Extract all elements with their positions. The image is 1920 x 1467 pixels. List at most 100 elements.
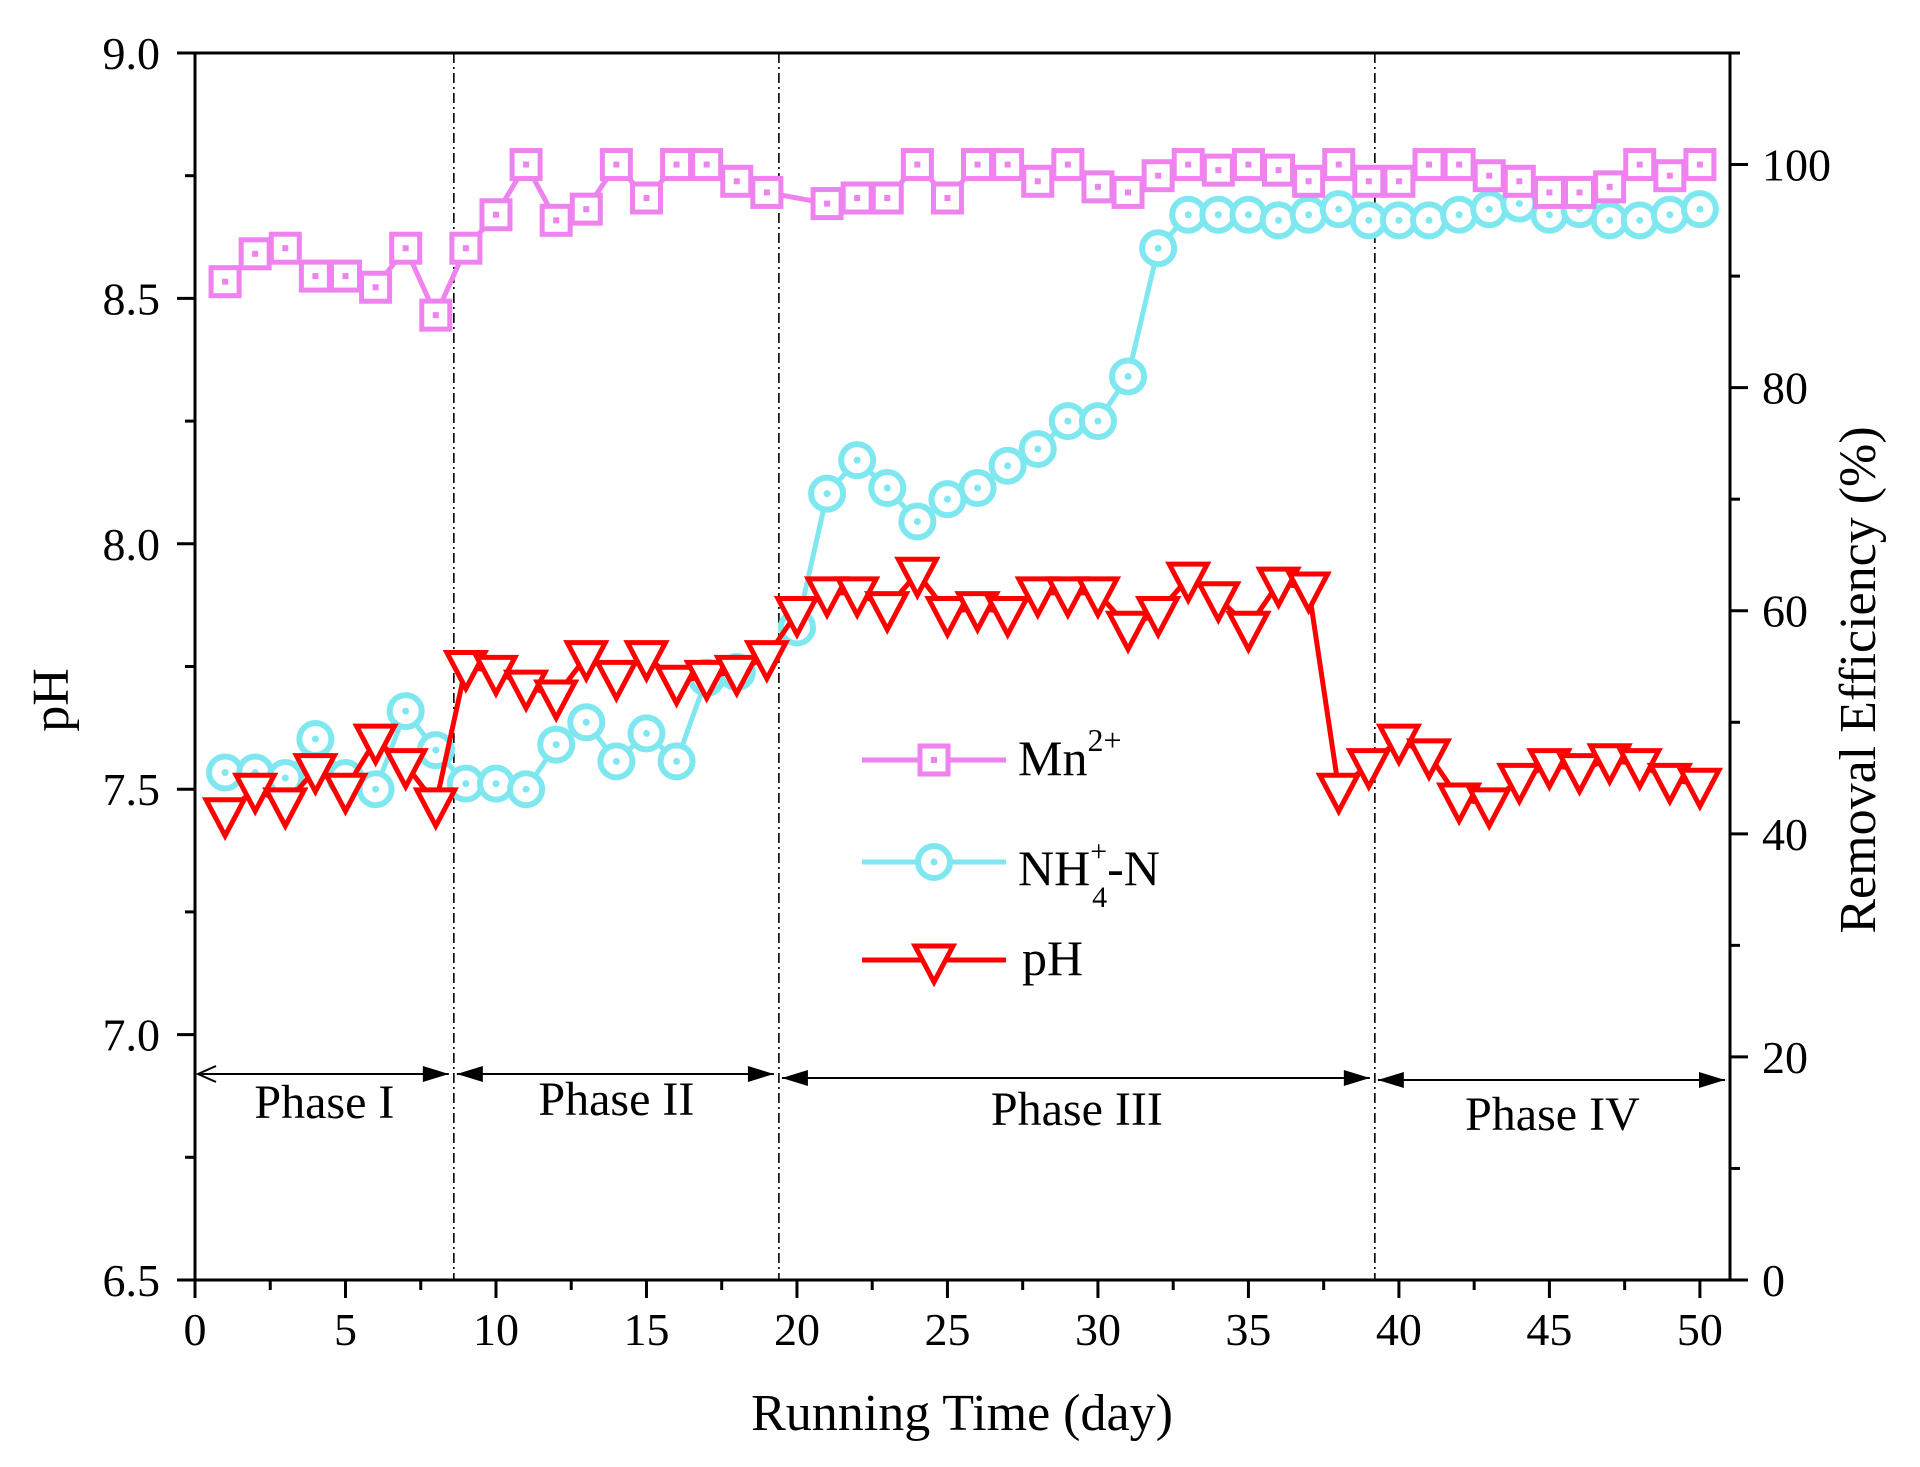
data-point-dot [281,774,289,782]
legend-mn-base: Mn [1018,730,1087,786]
data-point [1352,164,1386,198]
data-point [593,659,640,704]
data-point-dot [1546,189,1553,196]
data-point-dot [462,780,470,788]
data-point-dot [1064,161,1071,168]
data-point [1676,767,1724,812]
data-point-dot [252,250,259,257]
legend-label-ph: pH [1022,930,1083,986]
data-point [1014,576,1061,621]
axis-ticks [177,51,1748,1298]
legend-nh4-suffix: -N [1107,840,1160,896]
data-point [773,596,821,640]
data-point-dot [673,161,680,168]
data-point-dot [1244,211,1252,219]
x-tick-label: 15 [623,1304,669,1355]
data-point [1195,581,1242,626]
data-point [713,654,760,699]
data-point [449,231,483,265]
phase-arrow-head [1699,1072,1725,1088]
data-point [262,787,309,832]
data-point-dot [1606,216,1614,224]
phase-arrow-head [422,1066,449,1082]
data-point-dot [1034,445,1042,453]
legend: Mn2+ NH+ 4-N pH [862,722,1160,988]
data-point [442,650,490,694]
data-point [984,596,1031,640]
data-point [1285,571,1332,616]
data-point-dot [552,741,560,749]
series-triangle-down [201,556,1724,842]
phase-arrows [195,1065,1725,1088]
y-right-tick-label: 100 [1762,140,1831,191]
data-point-dot [222,278,229,285]
data-point-dot [282,245,289,252]
data-point-dot [1456,161,1463,168]
data-point-dot [1696,205,1704,213]
series-layer [201,148,1724,842]
data-point-dot [1455,211,1463,219]
data-point-dot [1275,167,1282,174]
data-point [803,576,851,621]
data-point [653,664,700,709]
data-point [623,640,670,685]
data-point-dot [1636,216,1644,224]
data-point [1405,738,1453,783]
legend-label-nh4: NH+ 4-N [1018,835,1160,914]
data-point-dot [432,312,439,319]
x-axis-title: Running Time (day) [751,1385,1173,1442]
data-point [683,659,730,704]
data-point-dot [642,729,650,737]
data-point [509,148,543,182]
y-left-tick-label: 6.5 [103,1255,161,1306]
data-point-dot [1606,183,1613,190]
phase-arrow-head [1343,1070,1370,1086]
data-point [1044,576,1091,621]
data-point [1382,164,1416,198]
x-tick-label: 5 [334,1304,357,1355]
legend-mn-sup: 2+ [1087,722,1121,758]
data-point-dot [824,200,831,207]
data-point-dot [1395,216,1403,224]
data-point-dot [1305,178,1312,185]
data-point-dot [1245,161,1252,168]
data-point-dot [1004,462,1012,470]
data-point-dot [703,161,710,168]
y-right-axis-title: Removal Efficiency (%) [1830,426,1887,933]
y-left-axis-title: pH [23,668,80,732]
data-point-dot [1486,172,1493,179]
data-point [1646,762,1693,807]
data-point [1021,164,1055,198]
data-point-dot [913,517,921,525]
data-point-dot [1155,172,1162,179]
y-left-tick-label: 7.0 [103,1010,161,1061]
legend-marker-dot [930,858,938,866]
phase-labels: Phase I Phase II Phase III Phase IV [254,1073,1640,1141]
data-point [322,772,369,817]
data-point-dot [1426,161,1433,168]
data-point-dot [1125,189,1132,196]
legend-nh4-sub: 4 [1092,881,1107,914]
x-tick-label: 25 [924,1304,970,1355]
data-point [1134,596,1182,640]
y-left-tick-labels: 6.5 7.0 7.5 8.0 8.5 9.0 [103,28,161,1306]
y-right-tick-labels: 0 20 40 60 80 100 [1762,140,1831,1306]
data-point [479,198,513,232]
legend-label-mn: Mn2+ [1018,722,1122,786]
x-tick-label: 45 [1526,1304,1572,1355]
data-point-dot [853,456,861,464]
data-point-dot [1275,216,1283,224]
x-tick-label: 35 [1225,1304,1271,1355]
data-point-dot [974,484,982,492]
data-point-dot [1485,205,1493,213]
data-point-dot [1515,200,1523,208]
data-point [1225,610,1272,655]
x-tick-label: 30 [1075,1304,1121,1355]
data-point [389,231,423,265]
data-point-dot [673,757,681,765]
x-tick-label: 10 [473,1304,519,1355]
data-point-dot [1365,178,1372,185]
data-point [352,723,399,768]
series-square [208,148,1717,332]
